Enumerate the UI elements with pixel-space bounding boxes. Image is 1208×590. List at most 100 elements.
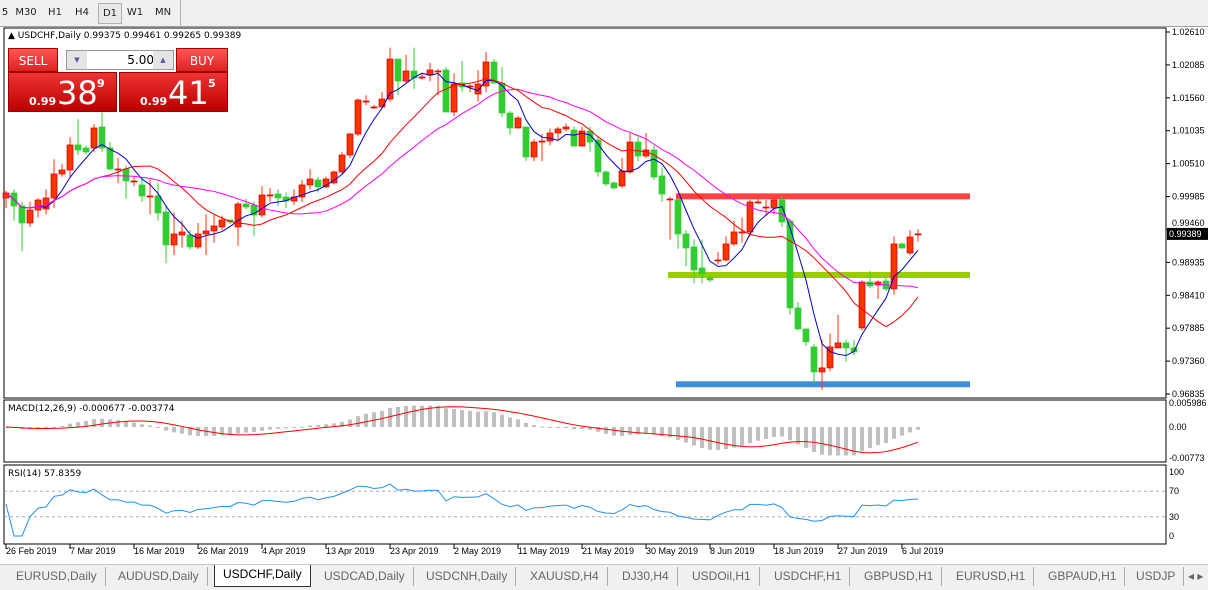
chart-canvas[interactable]: 1.026101.020851.015601.010351.005100.999… xyxy=(0,0,1208,564)
macd-histogram-bar xyxy=(516,419,520,428)
macd-histogram-bar xyxy=(212,427,216,436)
sell-button[interactable]: SELL xyxy=(8,48,58,72)
candle-bearish xyxy=(506,112,514,129)
chart-tab[interactable]: USDJP xyxy=(1128,567,1185,586)
chart-tab[interactable]: GBPUSD,H1 xyxy=(856,567,943,586)
sell-price[interactable]: 0.99 38 9 xyxy=(8,72,117,112)
chart-tab[interactable]: GBPAUD,H1 xyxy=(1040,567,1126,586)
macd-histogram-bar xyxy=(732,427,736,448)
chart-tab[interactable]: USDOil,H1 xyxy=(684,567,760,586)
macd-histogram-bar xyxy=(900,427,904,436)
ma-mid-line xyxy=(5,78,919,328)
rsi-tick-label: 100 xyxy=(1169,467,1184,477)
macd-histogram-bar xyxy=(132,422,136,428)
y-tick-label: 0.96835 xyxy=(1172,389,1205,399)
candle-bearish xyxy=(154,195,162,214)
chart-tab[interactable]: AUDUSD,Daily xyxy=(110,567,208,586)
rsi-tick-label: 0 xyxy=(1169,531,1174,541)
x-tick-label: 2 May 2019 xyxy=(454,546,501,556)
macd-histogram-bar xyxy=(164,427,168,431)
lot-input[interactable] xyxy=(88,51,156,69)
candle-bullish xyxy=(618,170,626,187)
candle-bearish xyxy=(802,328,810,343)
one-click-trading-panel: SELL ▼ ▲ BUY 0.99 38 9 0.99 41 5 xyxy=(8,48,228,112)
x-tick-label: 26 Mar 2019 xyxy=(198,546,249,556)
macd-histogram-bar xyxy=(788,427,792,441)
candle-bullish xyxy=(266,194,274,197)
macd-histogram-bar xyxy=(436,405,440,428)
macd-histogram-bar xyxy=(364,413,368,428)
timeframe-h1[interactable]: H1 xyxy=(48,7,62,18)
y-tick-label: 0.99460 xyxy=(1172,218,1205,228)
timeframe-h4[interactable]: H4 xyxy=(75,7,89,18)
current-price-label: 0.99389 xyxy=(1169,229,1202,239)
macd-histogram-bar xyxy=(700,427,704,448)
candle-bearish xyxy=(490,61,498,84)
timeframe-w1[interactable]: W1 xyxy=(126,7,144,18)
sell-price-sup: 9 xyxy=(97,77,105,90)
macd-histogram-bar xyxy=(284,427,288,429)
timeframe-m30[interactable]: M30 xyxy=(15,7,37,18)
chart-tab[interactable]: EURUSD,H1 xyxy=(948,567,1035,586)
candle-bullish xyxy=(546,132,554,142)
macd-histogram-bar xyxy=(140,424,144,428)
candle-bearish xyxy=(634,141,642,157)
macd-histogram-bar xyxy=(612,427,616,436)
candle-bullish xyxy=(906,236,914,254)
macd-histogram-bar xyxy=(332,423,336,428)
candle-bullish xyxy=(514,117,522,129)
triangle-up-icon[interactable]: ▲ xyxy=(8,31,15,41)
timeframe-5[interactable]: 5 xyxy=(1,7,9,18)
buy-price[interactable]: 0.99 41 5 xyxy=(119,72,228,112)
macd-histogram-bar xyxy=(652,427,656,435)
chart-tab[interactable]: DJ30,H4 xyxy=(614,567,678,586)
rsi-tick-label: 30 xyxy=(1169,512,1179,522)
candle-bullish xyxy=(58,169,66,175)
macd-histogram-bar xyxy=(348,419,352,428)
macd-histogram-bar xyxy=(412,405,416,428)
macd-histogram-bar xyxy=(188,427,192,436)
macd-histogram-bar xyxy=(812,427,816,452)
macd-histogram-bar xyxy=(100,418,104,428)
buy-button[interactable]: BUY xyxy=(176,48,228,72)
candle-bearish xyxy=(594,139,602,173)
lot-decrease-button[interactable]: ▼ xyxy=(67,51,87,69)
macd-histogram-bar xyxy=(580,427,584,430)
macd-tick-label: -0.00773 xyxy=(1169,453,1205,463)
macd-histogram-bar xyxy=(772,427,776,437)
chart-header: ▲ USDCHF,Daily 0.99375 0.99461 0.99265 0… xyxy=(8,31,241,41)
chart-tab[interactable]: XAUUSD,H4 xyxy=(522,567,608,586)
macd-histogram-bar xyxy=(724,427,728,450)
chart-symbol: USDCHF,Daily xyxy=(17,31,81,41)
candle-bearish xyxy=(842,342,850,349)
level-line-support xyxy=(676,381,970,388)
lot-increase-button[interactable]: ▲ xyxy=(153,51,173,69)
candle-bullish xyxy=(746,201,754,233)
chart-tab[interactable]: USDCNH,Daily xyxy=(418,567,517,586)
candle-bearish xyxy=(242,203,250,208)
chart-tab[interactable]: USDCAD,Daily xyxy=(316,567,414,586)
macd-histogram-bar xyxy=(556,427,560,429)
candle-bearish xyxy=(586,130,594,143)
tab-scroll-arrows-icon[interactable]: ◂ ▸ xyxy=(1188,569,1204,583)
candle-bearish xyxy=(522,126,530,158)
y-tick-label: 1.00510 xyxy=(1172,159,1205,169)
macd-histogram-bar xyxy=(372,412,376,428)
macd-histogram-bar xyxy=(892,427,896,439)
chart-tab[interactable]: EURUSD,Daily xyxy=(8,567,106,586)
macd-histogram-bar xyxy=(260,427,264,431)
candle-bullish xyxy=(450,83,458,113)
candle-bearish xyxy=(106,147,114,170)
macd-tick-label: 0.005986 xyxy=(1169,398,1207,408)
macd-histogram-bar xyxy=(356,416,360,428)
timeframe-d1[interactable]: D1 xyxy=(98,3,122,24)
candle-bullish xyxy=(730,231,738,245)
candle-bullish xyxy=(578,130,586,147)
rsi-tick-label: 70 xyxy=(1169,486,1179,496)
chart-tab[interactable]: USDCHF,H1 xyxy=(766,567,851,586)
timeframe-mn[interactable]: MN xyxy=(154,7,172,18)
candle-bullish xyxy=(202,230,210,235)
macd-histogram-bar xyxy=(524,422,528,428)
candle-bullish xyxy=(426,69,434,76)
chart-tab[interactable]: USDCHF,Daily xyxy=(214,565,311,587)
